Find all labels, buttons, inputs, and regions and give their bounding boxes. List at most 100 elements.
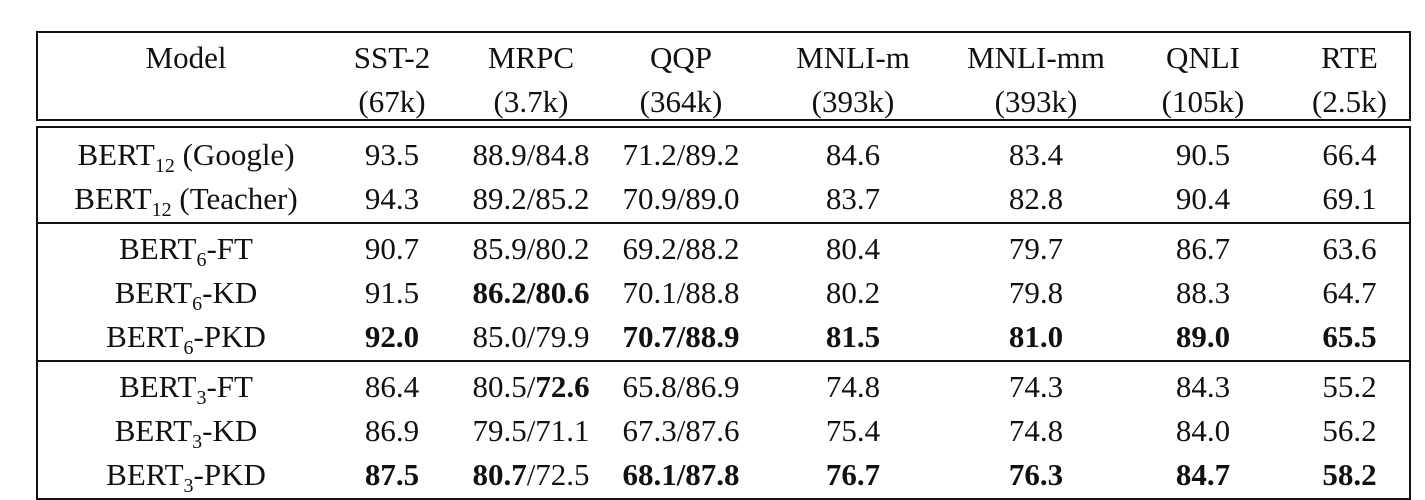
score-mrpc: 85.9/80.2 bbox=[450, 233, 612, 264]
score-value: 85.0/79.9 bbox=[472, 318, 590, 354]
score-sst2: 94.3 bbox=[334, 183, 450, 214]
score-qnli: 86.7 bbox=[1116, 233, 1290, 264]
model-base: BERT bbox=[106, 318, 184, 354]
score-rte: 69.1 bbox=[1290, 183, 1409, 214]
best-score-part: 80.7 bbox=[472, 456, 527, 492]
score-rte: 66.4 bbox=[1290, 139, 1409, 170]
score-mnli-m: 81.5 bbox=[750, 321, 956, 352]
score-sst2: 92.0 bbox=[334, 321, 450, 352]
score-mnli-mm: 83.4 bbox=[956, 139, 1116, 170]
score-mrpc: 88.9/84.8 bbox=[450, 139, 612, 170]
table-row: BERT6-KD 91.5 86.2/80.6 70.1/88.8 80.2 79.8 88… bbox=[38, 270, 1409, 314]
best-score: 65.5 bbox=[1322, 318, 1377, 354]
model-layers: 3 bbox=[183, 474, 194, 497]
model-suffix: (Google) bbox=[174, 136, 295, 172]
score-value: 83.7 bbox=[825, 180, 881, 216]
model-base: BERT bbox=[74, 180, 152, 216]
model-name: BERT3-FT bbox=[38, 368, 334, 408]
results-table: Model SST-2 MRPC QQP MNLI-m MNLI-mm QNLI… bbox=[36, 31, 1411, 500]
table-row: BERT12 (Teacher) 94.3 89.2/85.2 70.9/89.0 83… bbox=[38, 176, 1409, 220]
score-value: 85.9/80.2 bbox=[472, 230, 590, 266]
best-score: 81.0 bbox=[1008, 318, 1064, 354]
header-mrpc-size: (3.7k) bbox=[493, 83, 569, 119]
score-value: 63.6 bbox=[1322, 230, 1377, 266]
header-qqp-size: (364k) bbox=[639, 83, 723, 119]
score-qqp: 70.1/88.8 bbox=[612, 277, 750, 308]
score-value: 86.7 bbox=[1175, 230, 1231, 266]
score-value: 90.4 bbox=[1175, 180, 1231, 216]
table-row: BERT12 (Google) 93.5 88.9/84.8 71.2/89.2 84.… bbox=[38, 132, 1409, 176]
model-name: BERT3-PKD bbox=[38, 456, 334, 496]
header-qnli-size: (105k) bbox=[1161, 83, 1245, 119]
best-score: 68.1/87.8 bbox=[622, 456, 740, 492]
score-sst2: 90.7 bbox=[334, 233, 450, 264]
table-row: BERT3-PKD 87.5 80.7/72.5 68.1/87.8 76.7 76.3 8… bbox=[38, 452, 1409, 496]
score-value: 79.8 bbox=[1008, 274, 1064, 310]
score-qnli: 90.4 bbox=[1116, 183, 1290, 214]
best-score: 76.3 bbox=[1008, 456, 1064, 492]
score-rte: 63.6 bbox=[1290, 233, 1409, 264]
score-qqp: 70.9/89.0 bbox=[612, 183, 750, 214]
score-value: 86.9 bbox=[364, 412, 420, 448]
best-score: 89.0 bbox=[1175, 318, 1231, 354]
score-qnli: 89.0 bbox=[1116, 321, 1290, 352]
model-layers: 3 bbox=[196, 386, 207, 409]
score-mrpc: 86.2/80.6 bbox=[450, 277, 612, 308]
model-suffix: -KD bbox=[202, 274, 258, 310]
model-base: BERT bbox=[77, 136, 155, 172]
score-value: 64.7 bbox=[1322, 274, 1377, 310]
score-qqp: 65.8/86.9 bbox=[612, 371, 750, 402]
score-rte: 64.7 bbox=[1290, 277, 1409, 308]
model-base: BERT bbox=[106, 456, 184, 492]
score-mnli-mm: 81.0 bbox=[956, 321, 1116, 352]
model-layers: 6 bbox=[196, 248, 207, 271]
score-qqp: 71.2/89.2 bbox=[612, 139, 750, 170]
model-suffix: -FT bbox=[206, 230, 253, 266]
score-value: 74.8 bbox=[1008, 412, 1064, 448]
score-value: 88.9/84.8 bbox=[472, 136, 590, 172]
best-score: 58.2 bbox=[1322, 456, 1377, 492]
row-group: BERT12 (Google) 93.5 88.9/84.8 71.2/89.2 84.… bbox=[38, 128, 1409, 222]
score-value: 83.4 bbox=[1008, 136, 1064, 172]
score-mrpc: 85.0/79.9 bbox=[450, 321, 612, 352]
score-sst2: 91.5 bbox=[334, 277, 450, 308]
score-value: 56.2 bbox=[1322, 412, 1377, 448]
score-value: 79.7 bbox=[1008, 230, 1064, 266]
model-layers: 12 bbox=[151, 198, 172, 221]
score-value: 90.5 bbox=[1175, 136, 1231, 172]
score-qqp: 68.1/87.8 bbox=[612, 459, 750, 490]
header-mnli-m-size: (393k) bbox=[811, 83, 895, 119]
table-header: Model SST-2 MRPC QQP MNLI-m MNLI-mm QNLI… bbox=[36, 31, 1411, 121]
score-qnli: 84.0 bbox=[1116, 415, 1290, 446]
score-mnli-m: 74.8 bbox=[750, 371, 956, 402]
score-mnli-m: 80.4 bbox=[750, 233, 956, 264]
table-row: BERT3-KD 86.9 79.5/71.1 67.3/87.6 75.4 74.8 84… bbox=[38, 408, 1409, 452]
score-mrpc: 89.2/85.2 bbox=[450, 183, 612, 214]
model-base: BERT bbox=[114, 274, 193, 310]
best-score: 92.0 bbox=[364, 318, 420, 354]
score-part: /72.5 bbox=[526, 456, 590, 492]
score-value: 86.4 bbox=[364, 368, 420, 404]
score-sst2: 93.5 bbox=[334, 139, 450, 170]
score-qqp: 70.7/88.9 bbox=[612, 321, 750, 352]
score-value: 67.3/87.6 bbox=[622, 412, 740, 448]
score-rte: 56.2 bbox=[1290, 415, 1409, 446]
model-base: BERT bbox=[119, 368, 197, 404]
best-score: 70.7/88.9 bbox=[622, 318, 740, 354]
model-layers: 6 bbox=[183, 336, 194, 359]
model-name: BERT6-FT bbox=[38, 230, 334, 270]
header-mrpc: MRPC bbox=[487, 39, 575, 75]
model-suffix: -PKD bbox=[193, 456, 266, 492]
header-sst2: SST-2 bbox=[353, 39, 431, 75]
model-layers: 3 bbox=[192, 430, 203, 453]
score-value: 91.5 bbox=[364, 274, 420, 310]
score-mnli-mm: 74.3 bbox=[956, 371, 1116, 402]
best-score: 86.2/80.6 bbox=[472, 274, 590, 310]
score-sst2: 86.9 bbox=[334, 415, 450, 446]
score-value: 84.3 bbox=[1175, 368, 1231, 404]
model-layers: 12 bbox=[154, 154, 175, 177]
score-mnli-mm: 82.8 bbox=[956, 183, 1116, 214]
score-mnli-mm: 76.3 bbox=[956, 459, 1116, 490]
score-value: 66.4 bbox=[1322, 136, 1377, 172]
score-mrpc: 80.7/72.5 bbox=[450, 459, 612, 490]
